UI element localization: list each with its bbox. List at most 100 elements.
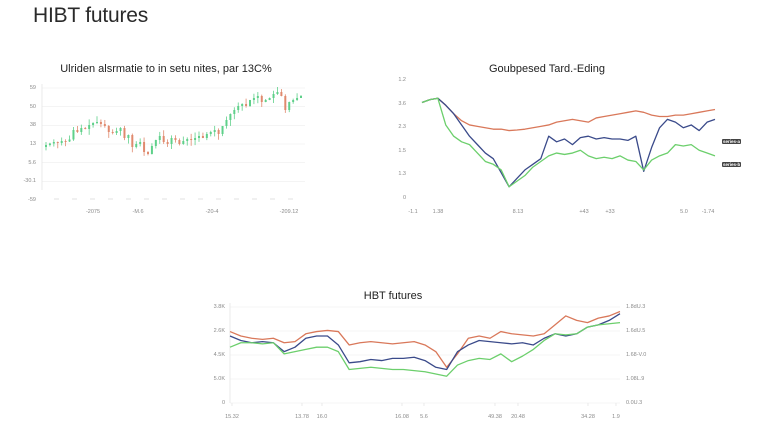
candle (150, 146, 153, 154)
candle (249, 100, 251, 106)
candle (48, 143, 51, 145)
candle (260, 96, 263, 102)
y-tick-label: 3.8K (213, 304, 225, 310)
candle (284, 96, 287, 110)
y-tick-label-right: 1.6dU.5 (626, 328, 646, 334)
x-tick-label: 34.28 (581, 414, 595, 420)
candle (300, 96, 302, 98)
y-tick-label: 50 (29, 103, 36, 110)
y-tick-label-right: 1.8dU.3 (626, 304, 646, 310)
candle (241, 104, 244, 106)
y-tick-label: 1.3 (398, 171, 406, 178)
candle (76, 130, 79, 132)
candle (135, 144, 138, 147)
candle (186, 139, 189, 141)
candle (88, 125, 91, 129)
candle (213, 130, 216, 132)
series-line (421, 97, 716, 188)
page-title: HIBT futures (33, 4, 149, 27)
y-tick-label: 4.5K (213, 352, 225, 358)
y-tick-label: 0 (402, 195, 406, 201)
candle (190, 139, 193, 140)
candle (198, 136, 200, 138)
x-tick-label: -M.6 (132, 209, 144, 215)
y-tick-label: 5.6 (28, 159, 36, 166)
y-tick-label: 1.5 (398, 147, 406, 154)
candle (194, 138, 197, 140)
x-tick-label: 49.38 (488, 414, 502, 420)
x-tick-label: -20-4 (205, 209, 219, 215)
y-tick-label: 3.6 (398, 100, 406, 107)
legend-tag: series-a (722, 139, 742, 144)
candle (92, 123, 95, 125)
x-tick-label: 1.38 (432, 209, 444, 215)
candle (288, 102, 291, 110)
candle (154, 140, 157, 146)
x-tick-label: +33 (605, 209, 615, 215)
y-tick-label: -59 (28, 197, 36, 203)
candle (229, 114, 232, 120)
x-tick-label: +43 (579, 209, 589, 215)
candle (60, 141, 63, 143)
chart-title: Goubpesed Tard.-Eding (489, 63, 605, 75)
candle (68, 139, 71, 142)
y-tick-label: -30.1 (23, 178, 36, 185)
y-tick-label-right: 1.68-V.0 (626, 352, 647, 358)
candle (52, 142, 55, 144)
y-tick-label: 2.3 (398, 124, 406, 131)
candle (139, 142, 142, 144)
chart-title: HBT futures (363, 290, 423, 302)
candle (237, 106, 240, 110)
candle (80, 128, 83, 132)
candle (158, 136, 161, 140)
x-tick-label: 8.13 (512, 209, 524, 215)
candle (166, 142, 169, 144)
candle (233, 110, 236, 114)
x-tick-label: 16.0 (316, 414, 328, 420)
y-tick-label: 1.2 (398, 77, 406, 83)
candle (221, 126, 224, 134)
candle (127, 135, 130, 138)
series-line (421, 97, 716, 188)
candle (115, 131, 118, 133)
x-tick-label: 15.32 (225, 414, 239, 420)
x-tick-label: 20.48 (511, 414, 525, 420)
candle (64, 141, 67, 142)
candle (201, 136, 204, 138)
y-tick-label: 38 (29, 122, 36, 129)
candle (111, 132, 114, 133)
x-tick-label: 16.08 (395, 414, 409, 420)
candle (276, 92, 279, 94)
x-tick-label: -1.1 (408, 209, 418, 215)
candle (162, 136, 165, 142)
candle (84, 128, 87, 129)
candle (280, 92, 283, 96)
x-tick-label: -2075 (85, 209, 101, 215)
series-line (421, 97, 716, 132)
candle (107, 126, 110, 132)
series-line (229, 310, 621, 368)
candle (178, 140, 181, 144)
series-line (229, 313, 621, 371)
x-tick-label: -209.12 (279, 209, 299, 215)
x-tick-label: 1.9 (612, 414, 620, 420)
y-tick-label-right: 1.08L.9 (626, 376, 645, 382)
candle (72, 130, 75, 140)
y-tick-label: 2.6K (213, 328, 225, 334)
candle (205, 134, 208, 138)
candle (256, 96, 259, 98)
chart-title: Ulriden alsrmatie to in setu nites, par … (60, 63, 272, 75)
y-tick-label: 5.0K (213, 376, 225, 382)
y-tick-label: 0 (221, 400, 225, 406)
candle (292, 100, 295, 102)
candle (147, 152, 149, 154)
candle (56, 142, 59, 143)
candle (174, 138, 177, 140)
candle (252, 98, 255, 100)
x-tick-label: 5.6 (420, 414, 428, 420)
